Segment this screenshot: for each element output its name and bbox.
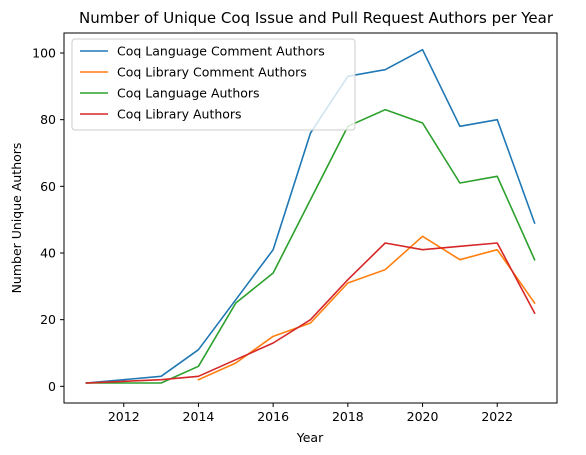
y-tick-label: 100 — [32, 46, 56, 61]
y-tick-label: 20 — [40, 312, 56, 327]
x-tick-label: 2018 — [332, 409, 364, 424]
x-axis-label: Year — [296, 430, 324, 445]
y-tick-label: 0 — [48, 379, 56, 394]
legend: Coq Language Comment Authors Coq Library … — [71, 38, 356, 131]
y-axis-label: Number Unique Authors — [9, 143, 24, 294]
series-line-2 — [197, 235, 536, 381]
x-tick-label: 2022 — [481, 409, 513, 424]
legend-label: Coq Language Comment Authors — [117, 44, 325, 59]
y-tick-label: 80 — [40, 112, 56, 127]
legend-label: Coq Library Authors — [117, 107, 242, 122]
legend-box — [71, 38, 356, 131]
plot-frame — [63, 32, 558, 404]
chart-title: Number of Unique Coq Issue and Pull Requ… — [79, 9, 554, 27]
legend-label: Coq Library Comment Authors — [117, 65, 307, 80]
series-line-4 — [85, 242, 536, 384]
x-tick-label: 2020 — [407, 409, 439, 424]
x-tick-label: 2012 — [108, 409, 140, 424]
x-tick-label: 2014 — [183, 409, 215, 424]
axis-ticks: 2012 2014 2016 2018 2020 2022 0 20 40 60 80 100 — [32, 46, 513, 425]
y-tick-label: 40 — [40, 246, 56, 261]
legend-label: Coq Language Authors — [117, 86, 260, 101]
x-tick-label: 2016 — [257, 409, 289, 424]
y-tick-label: 60 — [40, 179, 56, 194]
series-line-3 — [85, 108, 536, 384]
